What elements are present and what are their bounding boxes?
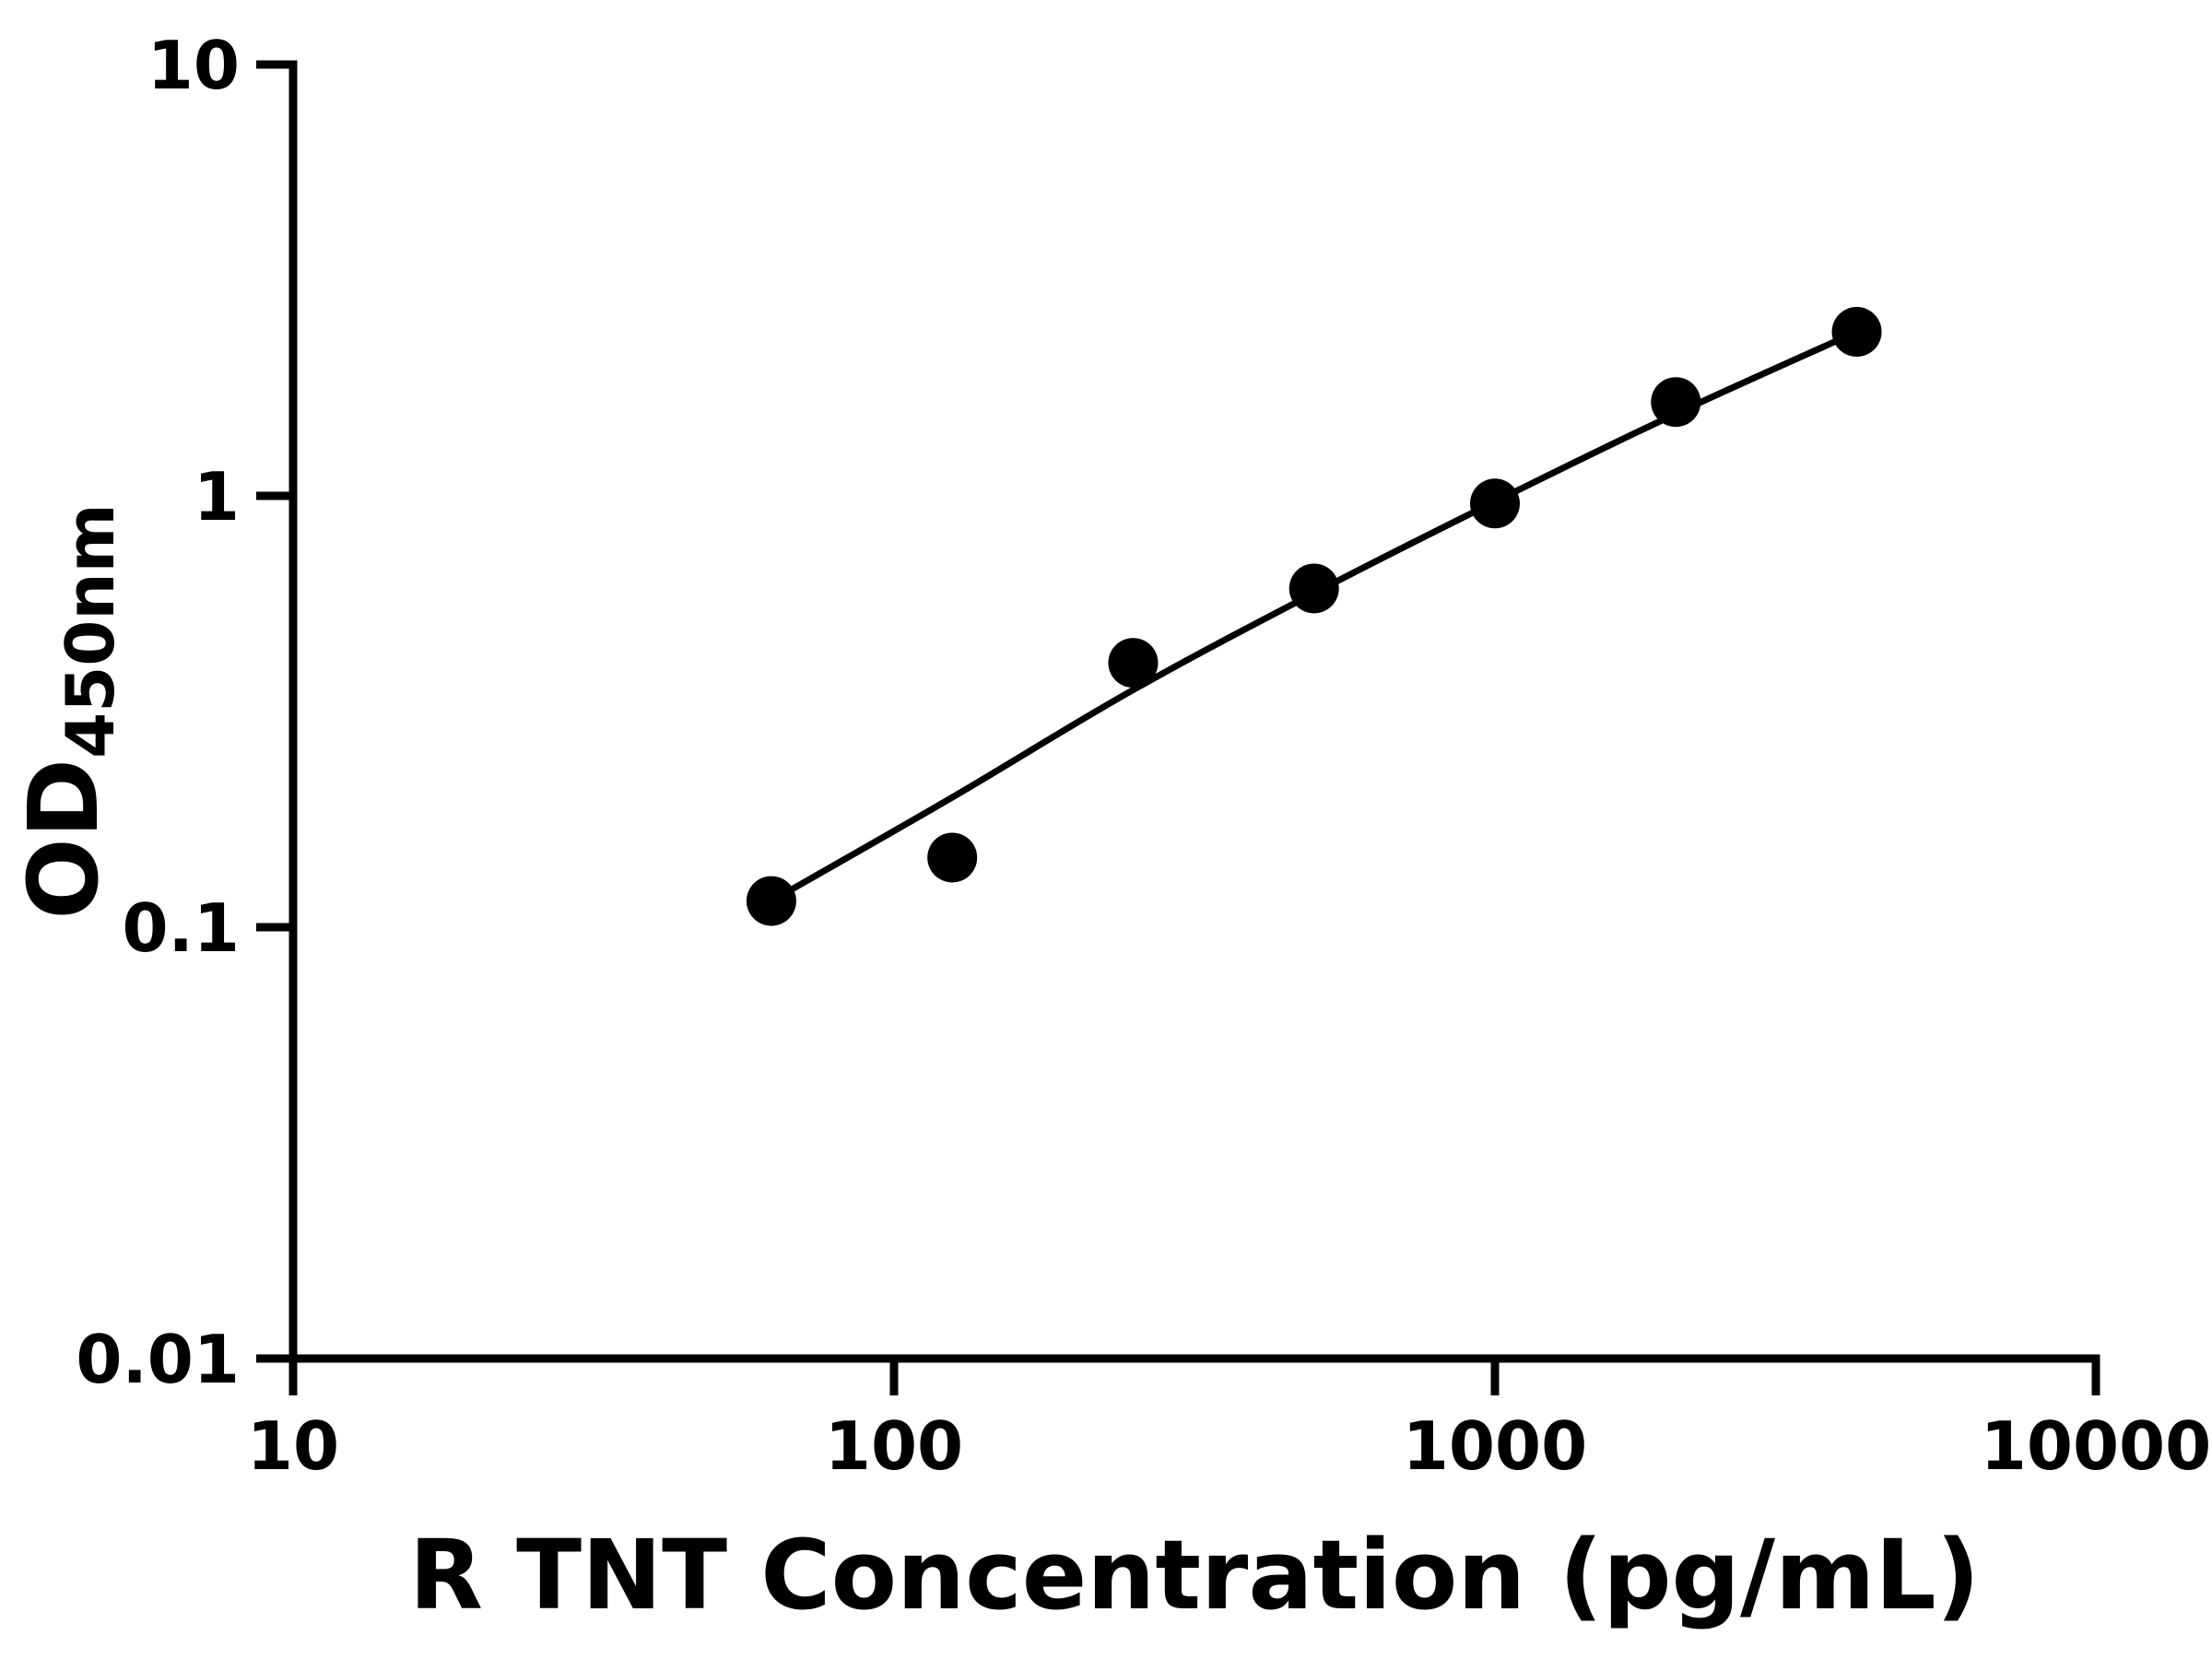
y-axis-title: OD450nm xyxy=(7,503,129,919)
x-tick-label: 10 xyxy=(247,1407,339,1485)
data-point xyxy=(1108,638,1159,688)
x-axis-title: R TNT Concentration (pg/mL) xyxy=(409,1519,1980,1631)
data-point xyxy=(1470,478,1520,529)
x-tick-label: 10000 xyxy=(1981,1407,2212,1485)
y-tick-label: 1 xyxy=(194,458,240,535)
data-point xyxy=(1831,307,1882,358)
y-axis-title-subscript: 450nm xyxy=(52,503,129,759)
y-tick-label: 10 xyxy=(147,27,240,104)
y-tick-label: 0.01 xyxy=(76,1321,240,1398)
y-tick-label: 0.1 xyxy=(122,889,240,967)
data-point xyxy=(1288,563,1339,614)
axes-spines xyxy=(288,60,2100,1363)
data-point xyxy=(746,876,796,926)
data-point xyxy=(927,832,978,883)
data-point xyxy=(1651,377,1701,428)
y-axis-title-main: OD xyxy=(7,759,120,920)
x-tick-label: 100 xyxy=(825,1407,963,1485)
x-tick-label: 1000 xyxy=(1403,1407,1587,1485)
